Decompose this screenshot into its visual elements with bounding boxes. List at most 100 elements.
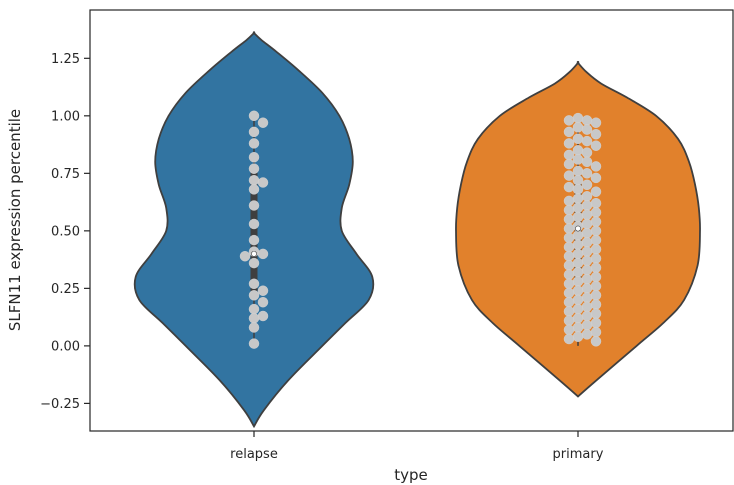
swarm-point	[563, 306, 575, 317]
swarm-point	[581, 301, 593, 312]
swarm-point	[590, 197, 602, 209]
swarm-point	[572, 133, 584, 145]
swarm-point	[590, 128, 602, 140]
median-marker-primary	[575, 225, 581, 232]
swarm-point	[590, 253, 602, 264]
swarm-point	[563, 149, 575, 161]
swarm-point	[248, 200, 260, 211]
swarm-point	[257, 310, 269, 322]
swarm-point	[581, 135, 593, 147]
swarm-point	[572, 211, 584, 223]
swarm-point	[248, 278, 260, 289]
swarm-point	[581, 218, 593, 230]
swarm-point	[590, 234, 602, 246]
swarm-point	[590, 317, 602, 329]
swarm-point	[563, 251, 575, 262]
swarm-point	[248, 163, 260, 174]
swarm-point	[572, 184, 584, 195]
swarm-point	[581, 246, 593, 257]
y-tick-label: 0.00	[51, 339, 80, 354]
swarm-point	[581, 264, 593, 276]
swarm-point	[563, 115, 575, 126]
y-tick-label: −0.25	[40, 397, 80, 412]
swarm-point	[239, 251, 251, 262]
swarm-point	[581, 283, 593, 294]
swarm-point	[248, 338, 260, 349]
swarm-point	[248, 257, 260, 269]
swarm-point	[590, 299, 602, 310]
swarm-point	[563, 287, 575, 299]
swarm-point	[572, 322, 584, 333]
swarm-point	[572, 122, 584, 133]
median-marker-relapse	[251, 250, 257, 257]
swarm-point	[257, 248, 269, 260]
swarm-point	[248, 290, 260, 301]
y-tick-label: 1.25	[51, 52, 80, 67]
swarm-point	[572, 257, 584, 269]
swarm-point	[590, 225, 602, 237]
swarm-point	[581, 147, 593, 158]
swarm-point	[590, 172, 602, 184]
swarm-point	[590, 117, 602, 128]
x-tick-label: primary	[553, 447, 604, 462]
swarm-point	[572, 285, 584, 296]
swarm-point	[248, 303, 260, 315]
swarm-point	[581, 200, 593, 211]
swarm-points-layer	[239, 110, 602, 349]
swarm-point	[581, 292, 593, 303]
y-tick-label: 0.75	[51, 167, 80, 182]
swarm-point	[590, 244, 602, 255]
swarm-point	[563, 278, 575, 289]
swarm-point	[563, 181, 575, 193]
swarm-point	[563, 232, 575, 244]
swarm-point	[572, 193, 584, 204]
swarm-point	[581, 310, 593, 322]
swarm-point	[590, 140, 602, 151]
swarm-point	[581, 168, 593, 179]
swarm-point	[563, 324, 575, 335]
swarm-point	[590, 186, 602, 197]
swarm-point	[581, 179, 593, 191]
swarm-point	[590, 280, 602, 292]
swarm-point	[563, 204, 575, 216]
swarm-point	[257, 117, 269, 128]
swarm-point	[572, 294, 584, 306]
swarm-point	[572, 303, 584, 315]
swarm-point	[563, 241, 575, 253]
swarm-point	[563, 214, 575, 225]
swarm-point	[581, 274, 593, 285]
swarm-point	[590, 216, 602, 227]
swarm-point	[590, 308, 602, 319]
swarm-point	[563, 333, 575, 345]
swarm-point	[581, 237, 593, 248]
swarm-point	[581, 329, 593, 340]
iqr-box-relapse	[250, 166, 258, 298]
swarm-point	[590, 290, 602, 301]
swarm-point	[572, 248, 584, 260]
swarm-point	[563, 126, 575, 138]
swarm-point	[248, 174, 260, 186]
swarm-point	[581, 320, 593, 331]
swarm-point	[572, 331, 584, 342]
swarm-point	[590, 336, 602, 347]
swarm-point	[590, 326, 602, 338]
x-tick-label: relapse	[230, 447, 278, 462]
swarm-point	[581, 115, 593, 126]
swarm-point	[572, 112, 584, 124]
swarm-point	[572, 165, 584, 177]
swarm-point	[257, 177, 269, 188]
violin-layer	[133, 31, 701, 429]
plot-frame	[89, 9, 734, 432]
swarm-point	[572, 154, 584, 165]
swarm-point	[248, 313, 260, 324]
swarm-point	[590, 207, 602, 218]
x-axis-label: type	[394, 466, 428, 484]
swarm-point	[581, 124, 593, 135]
swarm-point	[572, 276, 584, 287]
swarm-point	[590, 161, 602, 172]
x-axis: relapse primary	[230, 431, 604, 462]
swarm-point	[248, 110, 260, 122]
swarm-point	[563, 138, 575, 149]
swarm-point	[590, 271, 602, 283]
